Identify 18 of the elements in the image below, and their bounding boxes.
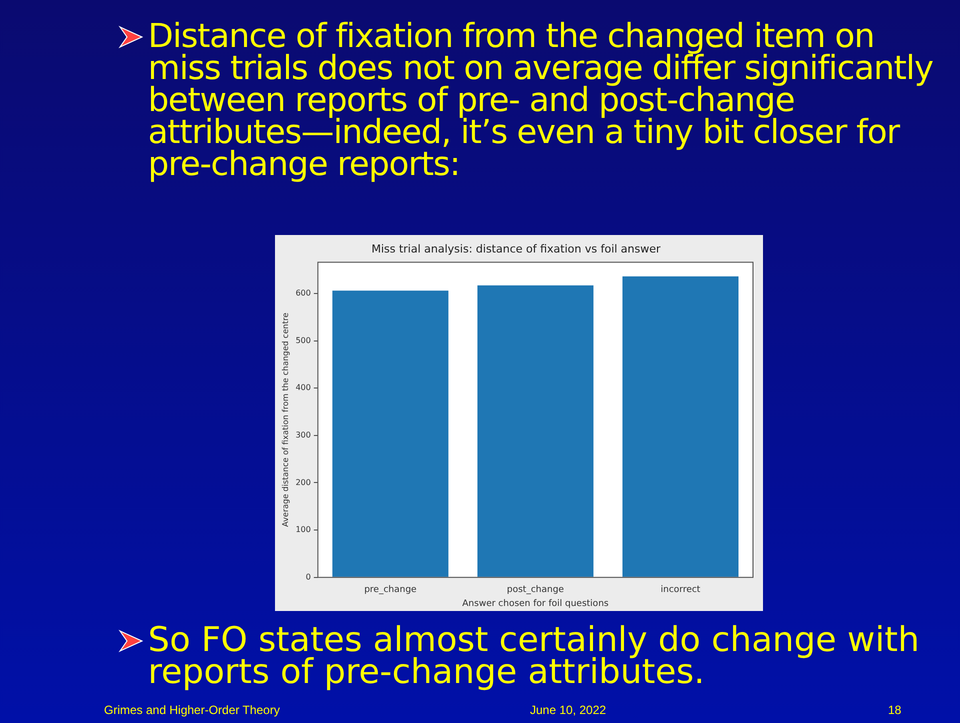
x-tick-label: pre_change [364,585,418,596]
y-tick-label: 300 [296,430,311,440]
y-tick-label: 600 [296,288,311,298]
chart-title: Miss trial analysis: distance of fixation vs foil answer [371,242,662,256]
text: Distance of fixation from the changed item on miss trials does not on average differ significantly between reports of pre- and post-change attributes—indeed, it’s even a tiny bit closer for pre-change reports: [148,16,934,183]
text: So FO states almost certainly do change with reports of pre-change attributes. [148,620,920,692]
x-tick-label: incorrect [660,585,701,596]
text: June 10, 2022 [530,703,606,717]
text: 18 [888,703,902,717]
x-axis-title: Answer chosen for foil questions [462,598,609,609]
y-tick-label: 400 [296,383,311,392]
y-tick-label: 500 [296,336,311,345]
y-tick-label: 0 [306,572,311,582]
text: Grimes and Higher-Order Theory [104,703,280,717]
y-tick-label: 100 [296,525,311,534]
x-tick-label: post_change [506,585,564,596]
y-axis-title: Average distance of fixation from the changed centre [280,312,290,527]
y-tick-label: 200 [296,478,311,487]
